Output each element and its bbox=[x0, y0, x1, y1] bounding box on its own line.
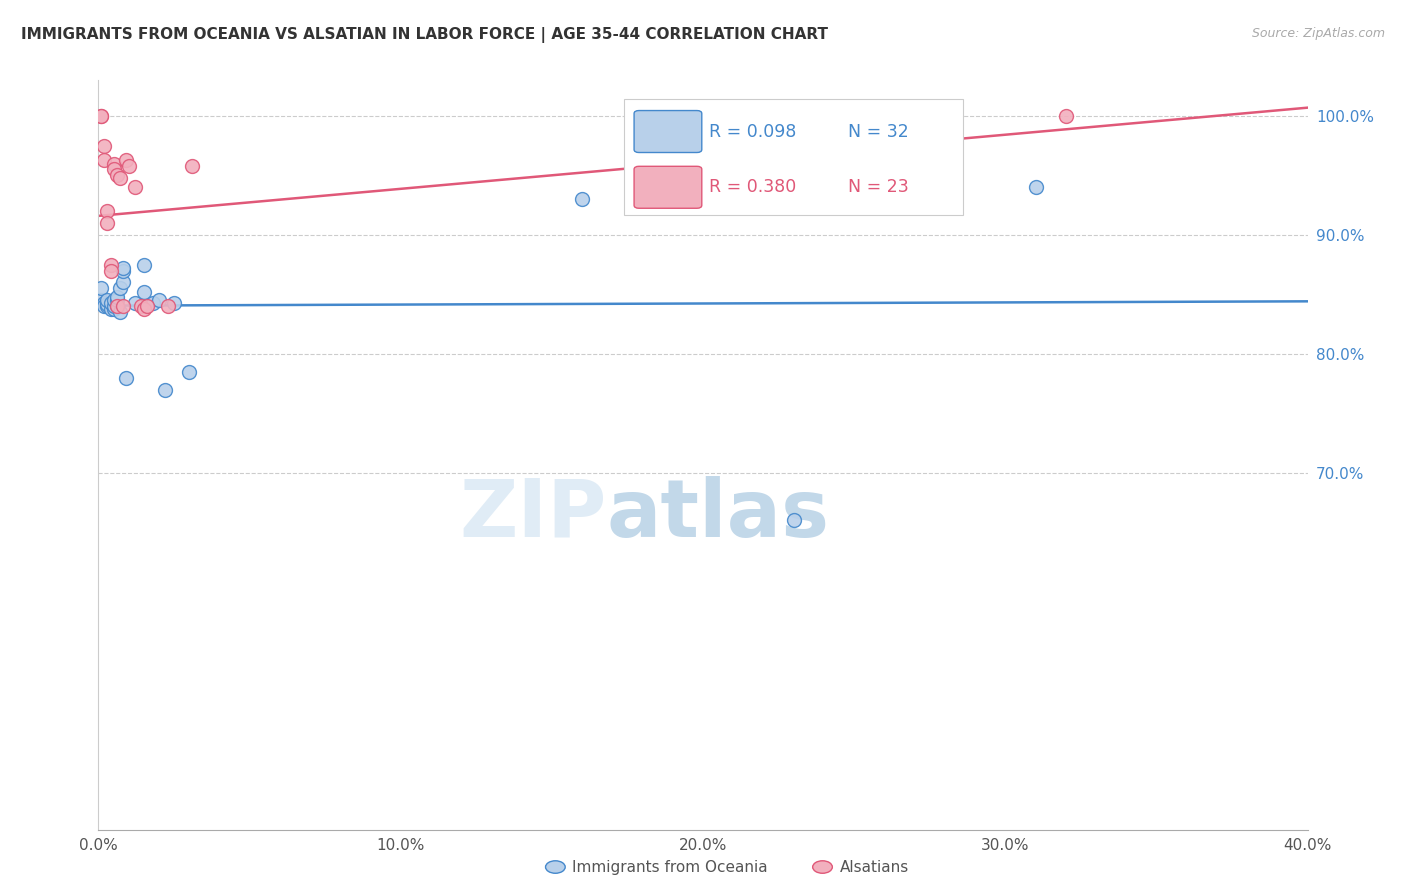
Point bbox=[100, 301, 122, 316]
Point bbox=[103, 301, 125, 316]
Point bbox=[114, 153, 136, 167]
Point bbox=[111, 276, 134, 290]
Point bbox=[108, 281, 131, 295]
Point bbox=[1054, 109, 1077, 123]
Text: Alsatians: Alsatians bbox=[839, 860, 908, 874]
Point bbox=[181, 159, 204, 173]
Point bbox=[90, 109, 112, 123]
Text: atlas: atlas bbox=[606, 475, 830, 554]
Text: IMMIGRANTS FROM OCEANIA VS ALSATIAN IN LABOR FORCE | AGE 35-44 CORRELATION CHART: IMMIGRANTS FROM OCEANIA VS ALSATIAN IN L… bbox=[21, 27, 828, 43]
Text: Immigrants from Oceania: Immigrants from Oceania bbox=[572, 860, 768, 874]
Point bbox=[142, 295, 165, 310]
Point bbox=[163, 295, 186, 310]
Point bbox=[129, 299, 152, 313]
Point bbox=[783, 513, 806, 527]
Point bbox=[96, 204, 118, 219]
Point bbox=[114, 370, 136, 384]
Point bbox=[103, 293, 125, 308]
Point bbox=[93, 295, 115, 310]
FancyBboxPatch shape bbox=[634, 111, 702, 153]
Point bbox=[105, 290, 128, 304]
Text: R = 0.098: R = 0.098 bbox=[709, 122, 796, 141]
Point bbox=[105, 169, 128, 183]
Point bbox=[108, 305, 131, 319]
Point bbox=[100, 263, 122, 277]
Point bbox=[132, 301, 155, 316]
Point bbox=[105, 299, 128, 313]
Text: N = 23: N = 23 bbox=[848, 178, 908, 196]
Point bbox=[1024, 180, 1046, 194]
Point bbox=[90, 281, 112, 295]
Text: Source: ZipAtlas.com: Source: ZipAtlas.com bbox=[1251, 27, 1385, 40]
Point bbox=[93, 138, 115, 153]
Point bbox=[108, 170, 131, 185]
FancyBboxPatch shape bbox=[624, 99, 963, 215]
Point bbox=[90, 109, 112, 123]
Point bbox=[105, 299, 128, 313]
Point bbox=[103, 299, 125, 313]
Point bbox=[124, 295, 146, 310]
Point bbox=[111, 299, 134, 313]
Point bbox=[100, 295, 122, 310]
Text: N = 32: N = 32 bbox=[848, 122, 908, 141]
Point bbox=[135, 299, 157, 313]
Point bbox=[96, 216, 118, 230]
Point bbox=[153, 383, 176, 397]
Point bbox=[100, 258, 122, 272]
Point bbox=[93, 299, 115, 313]
Point bbox=[96, 299, 118, 313]
FancyBboxPatch shape bbox=[634, 166, 702, 208]
Point bbox=[105, 293, 128, 308]
Point bbox=[148, 293, 170, 308]
Point bbox=[93, 153, 115, 167]
Point bbox=[571, 192, 593, 206]
Point bbox=[118, 159, 141, 173]
Text: ZIP: ZIP bbox=[458, 475, 606, 554]
Point bbox=[111, 261, 134, 276]
Point bbox=[96, 297, 118, 311]
Point bbox=[124, 180, 146, 194]
Point bbox=[111, 263, 134, 277]
Point bbox=[103, 156, 125, 170]
Point bbox=[132, 258, 155, 272]
Point bbox=[96, 293, 118, 308]
Point bbox=[132, 285, 155, 299]
Text: R = 0.380: R = 0.380 bbox=[709, 178, 796, 196]
Point bbox=[103, 162, 125, 177]
Point bbox=[179, 365, 201, 379]
Point bbox=[90, 293, 112, 308]
Point bbox=[156, 299, 179, 313]
